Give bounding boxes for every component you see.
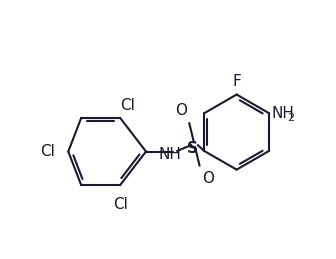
Text: O: O [175, 103, 187, 118]
Text: Cl: Cl [114, 197, 128, 212]
Text: Cl: Cl [120, 98, 135, 113]
Text: F: F [232, 74, 241, 89]
Text: O: O [202, 171, 214, 186]
Text: NH: NH [158, 147, 181, 162]
Text: S: S [187, 141, 198, 156]
Text: NH: NH [272, 106, 295, 121]
Text: Cl: Cl [40, 144, 55, 159]
Text: 2: 2 [287, 113, 294, 123]
